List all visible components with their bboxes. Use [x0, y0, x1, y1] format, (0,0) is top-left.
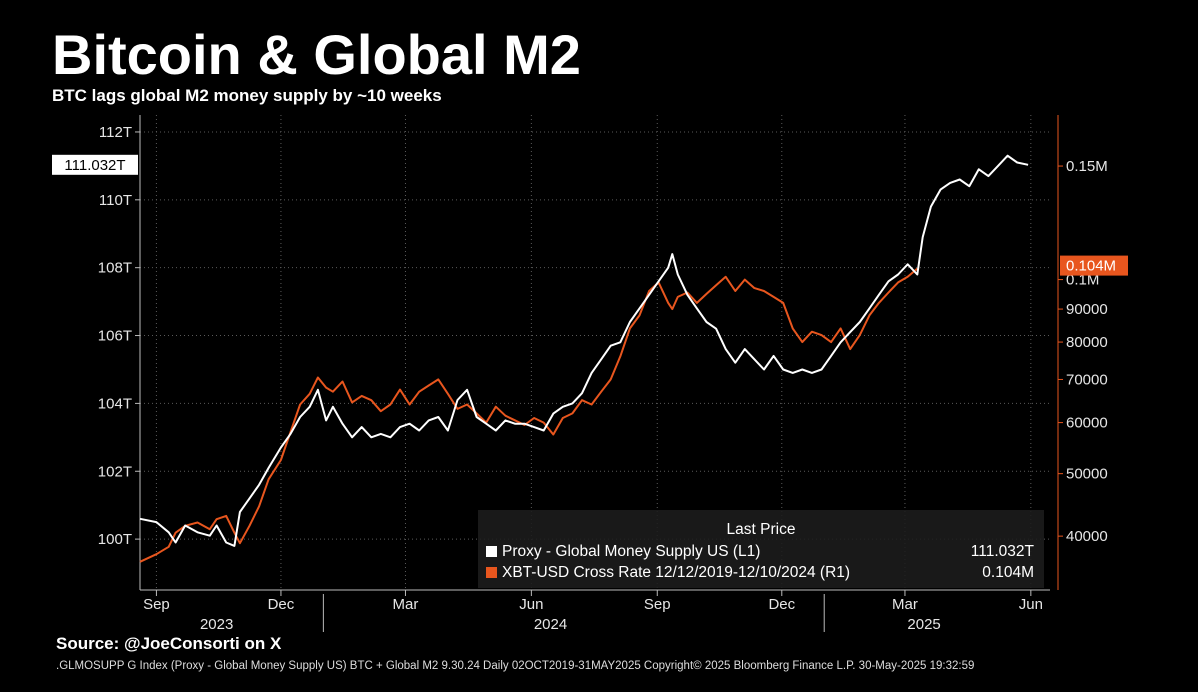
m2-series-line: [139, 154, 1029, 547]
x-tick-label: Dec: [268, 596, 295, 613]
right-tick-label: 0.15M: [1066, 158, 1108, 175]
right-tick-label: 60000: [1066, 415, 1108, 432]
year-label: 2025: [907, 616, 940, 633]
left-tick-label: 108T: [98, 260, 132, 277]
x-tick-label: Dec: [768, 596, 795, 613]
legend-label: Proxy - Global Money Supply US (L1): [502, 543, 760, 560]
left-tick-label: 106T: [98, 328, 132, 345]
right-value-tag-box: [1060, 255, 1128, 276]
x-tick-label: Jun: [519, 596, 543, 613]
btc-series-line: [139, 267, 918, 563]
x-tick-label: Sep: [644, 596, 671, 613]
left-tick-label: 110T: [99, 192, 132, 209]
legend-swatch: [486, 546, 497, 557]
chart-subtitle: BTC lags global M2 money supply by ~10 w…: [52, 86, 442, 105]
series-layer: [139, 154, 1029, 563]
year-label: 2023: [200, 616, 233, 633]
legend-label: XBT-USD Cross Rate 12/12/2019-12/10/2024…: [502, 564, 850, 581]
last-value-tags: 111.032T 0.104M: [52, 154, 1128, 276]
left-tick-label: 104T: [98, 395, 132, 412]
right-tick-label: 50000: [1066, 466, 1108, 483]
x-tick-label: Sep: [143, 596, 170, 613]
source-note: Source: @JoeConsorti on X: [56, 634, 282, 653]
legend-title: Last Price: [727, 521, 796, 538]
left-tick-label: 100T: [98, 531, 132, 548]
chart-title: Bitcoin & Global M2: [52, 23, 581, 86]
legend-swatch: [486, 567, 497, 578]
left-value-tag-box: [52, 154, 138, 175]
axes: 112T 110T 108T 106T 104T 102T 100T 0.15M 0.1M 900…: [98, 115, 1108, 633]
legend-value: 111.032T: [971, 543, 1035, 560]
x-tick-label: Mar: [892, 596, 918, 613]
legend: Last Price Proxy - Global Money Supply US…: [478, 510, 1044, 588]
right-tick-label: 90000: [1066, 301, 1108, 318]
left-value-tag-text: 111.032T: [64, 157, 125, 174]
left-tick-label: 102T: [98, 463, 132, 480]
right-value-tag-text: 0.104M: [1066, 258, 1116, 275]
right-tick-label: 70000: [1066, 371, 1108, 388]
x-tick-label: Mar: [393, 596, 419, 613]
right-tick-label: 40000: [1066, 528, 1108, 545]
right-tick-label: 80000: [1066, 334, 1108, 351]
legend-box: [478, 510, 1044, 588]
left-tick-label: 112T: [99, 124, 132, 141]
legend-value: 0.104M: [982, 564, 1034, 581]
footer-note: .GLMOSUPP G Index (Proxy - Global Money …: [56, 660, 975, 672]
x-tick-label: Jun: [1019, 596, 1043, 613]
right-tick-label: 0.1M: [1066, 272, 1099, 289]
year-label: 2024: [534, 616, 567, 633]
